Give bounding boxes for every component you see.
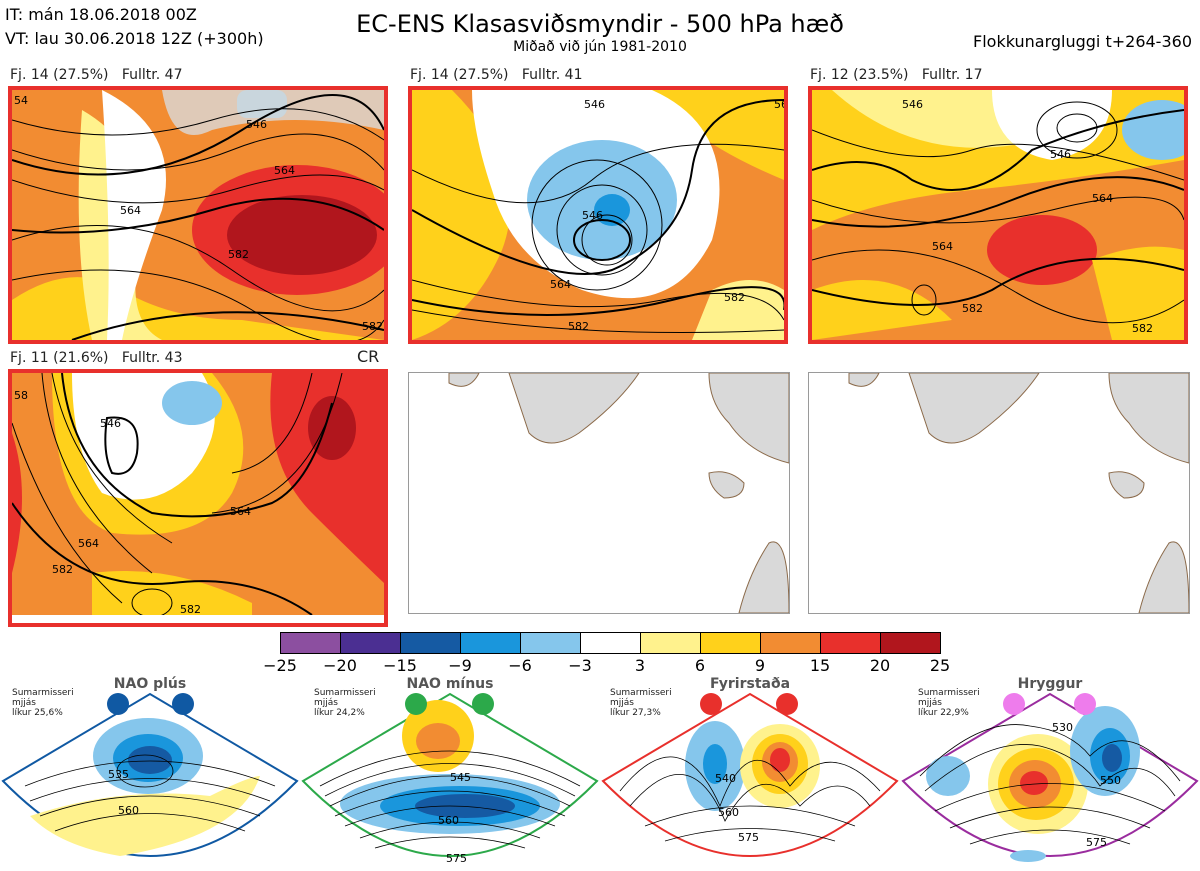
- panel-3-label: Fj. 12 (23.5%) Fulltr. 17: [810, 67, 983, 83]
- contour-label: 58: [14, 389, 28, 402]
- contour-label: 560: [438, 814, 459, 827]
- regime-title: NAO mínus: [406, 676, 494, 692]
- regime-dot-left: [1003, 693, 1025, 715]
- contour-label: 575: [738, 831, 759, 844]
- contour-label: 530: [1052, 721, 1073, 734]
- regime-blocking: 540 560 575 Fyrirstaða Sumarmisseri mjjá…: [600, 676, 900, 871]
- contour-label: 546: [902, 98, 923, 111]
- contour-label: 582: [52, 563, 73, 576]
- colorbar-tick: 6: [694, 656, 706, 675]
- contour-label: 546: [246, 118, 267, 131]
- cluster-map-3: 546 546 564 564 582 582: [808, 86, 1188, 344]
- contour-label: 564: [78, 537, 99, 550]
- contour-label: 564: [120, 204, 141, 217]
- colorbar: [280, 632, 941, 654]
- regime-title: Hryggur: [1017, 676, 1083, 692]
- regime-meta: Sumarmisseri mjjás líkur 24,2%: [314, 688, 376, 718]
- contour-label: 54: [14, 94, 28, 107]
- contour-label: 564: [932, 240, 953, 253]
- colorbar-tick: 3: [634, 656, 646, 675]
- contour-label: 560: [118, 804, 139, 817]
- contour-label: 540: [715, 772, 736, 785]
- regime-dot-right: [172, 693, 194, 715]
- colorbar-segment: [581, 633, 641, 653]
- contour-label: 535: [108, 768, 129, 781]
- regime-ridge: 530 550 575 Hryggur Sumarmisseri mjjás l…: [900, 676, 1200, 871]
- contour-label: 56: [774, 98, 784, 111]
- colorbar-segment: [521, 633, 581, 653]
- contour-label: 582: [1132, 322, 1153, 335]
- contour-label: 582: [362, 320, 383, 333]
- contour-label: 560: [718, 806, 739, 819]
- contour-label: 575: [446, 852, 467, 865]
- contour-label: 564: [1092, 192, 1113, 205]
- regime-title: Fyrirstaða: [709, 676, 791, 692]
- colorbar-tick: −15: [383, 656, 417, 675]
- panel-4-label: Fj. 11 (21.6%) Fulltr. 43: [10, 350, 183, 366]
- panel-1-label: Fj. 14 (27.5%) Fulltr. 47: [10, 67, 183, 83]
- cluster-map-1: 546 564 564 582 582 54: [8, 86, 388, 344]
- contour-label: 550: [1100, 774, 1121, 787]
- colorbar-tick: −25: [263, 656, 297, 675]
- colorbar-segment: [461, 633, 521, 653]
- regime-meta: Sumarmisseri mjjás líkur 22,9%: [918, 688, 980, 718]
- regime-nao-minus: 545 560 575 NAO mínus Sumarmisseri mjjás…: [300, 676, 600, 871]
- contour-label: 546: [584, 98, 605, 111]
- valid-time: VT: lau 30.06.2018 12Z (+300h): [5, 29, 264, 48]
- regime-nao-plus: 535 560 NAO plús Sumarmisseri mjjás líku…: [0, 676, 300, 871]
- colorbar-tick: −9: [448, 656, 472, 675]
- colorbar-tick: 15: [809, 656, 831, 675]
- cluster-window: Flokkunargluggi t+264-360: [973, 32, 1192, 51]
- colorbar-segment: [641, 633, 701, 653]
- cr-tag: CR: [357, 347, 380, 366]
- cluster-map-2: 546 546 564 582 582 56: [408, 86, 788, 344]
- contour-label: 582: [568, 320, 589, 333]
- contour-label: 582: [962, 302, 983, 315]
- regime-dot-right: [776, 693, 798, 715]
- contour-label: 582: [228, 248, 249, 261]
- contour-label: 582: [180, 603, 201, 615]
- contour-label: 564: [230, 505, 251, 518]
- empty-map-5: [408, 372, 790, 614]
- contour-label: 546: [1050, 148, 1071, 161]
- contour-label: 564: [274, 164, 295, 177]
- cluster-map-4: 546 564 564 582 582 58: [8, 369, 388, 627]
- panel-2-label: Fj. 14 (27.5%) Fulltr. 41: [410, 67, 583, 83]
- regime-dot-left: [700, 693, 722, 715]
- contour-label: 545: [450, 771, 471, 784]
- colorbar-segment: [281, 633, 341, 653]
- regime-dot-right: [1074, 693, 1096, 715]
- regime-dot-left: [107, 693, 129, 715]
- regime-dot-right: [472, 693, 494, 715]
- colorbar-tick: 9: [754, 656, 766, 675]
- colorbar-segment: [821, 633, 881, 653]
- contour-label: 575: [1086, 836, 1107, 849]
- contour-label: 582: [724, 291, 745, 304]
- page-title: EC-ENS Klasasviðsmyndir - 500 hPa hæð: [356, 10, 844, 38]
- colorbar-segment: [701, 633, 761, 653]
- page-subtitle: Miðað við jún 1981-2010: [513, 39, 687, 55]
- contour-label: 564: [550, 278, 571, 291]
- regime-title: NAO plús: [113, 676, 187, 692]
- regime-meta: Sumarmisseri mjjás líkur 25,6%: [12, 688, 74, 718]
- colorbar-segment: [881, 633, 940, 653]
- colorbar-tick: 20: [869, 656, 891, 675]
- regime-dot-left: [405, 693, 427, 715]
- colorbar-segment: [341, 633, 401, 653]
- regime-meta: Sumarmisseri mjjás líkur 27,3%: [610, 688, 672, 718]
- colorbar-tick: 25: [929, 656, 951, 675]
- colorbar-segment: [401, 633, 461, 653]
- colorbar-segment: [761, 633, 821, 653]
- empty-map-6: [808, 372, 1190, 614]
- colorbar-tick: −3: [568, 656, 592, 675]
- contour-label: 546: [582, 209, 603, 222]
- colorbar-tick: −6: [508, 656, 532, 675]
- issue-time: IT: mán 18.06.2018 00Z: [5, 5, 197, 24]
- colorbar-tick: −20: [323, 656, 357, 675]
- contour-label: 546: [100, 417, 121, 430]
